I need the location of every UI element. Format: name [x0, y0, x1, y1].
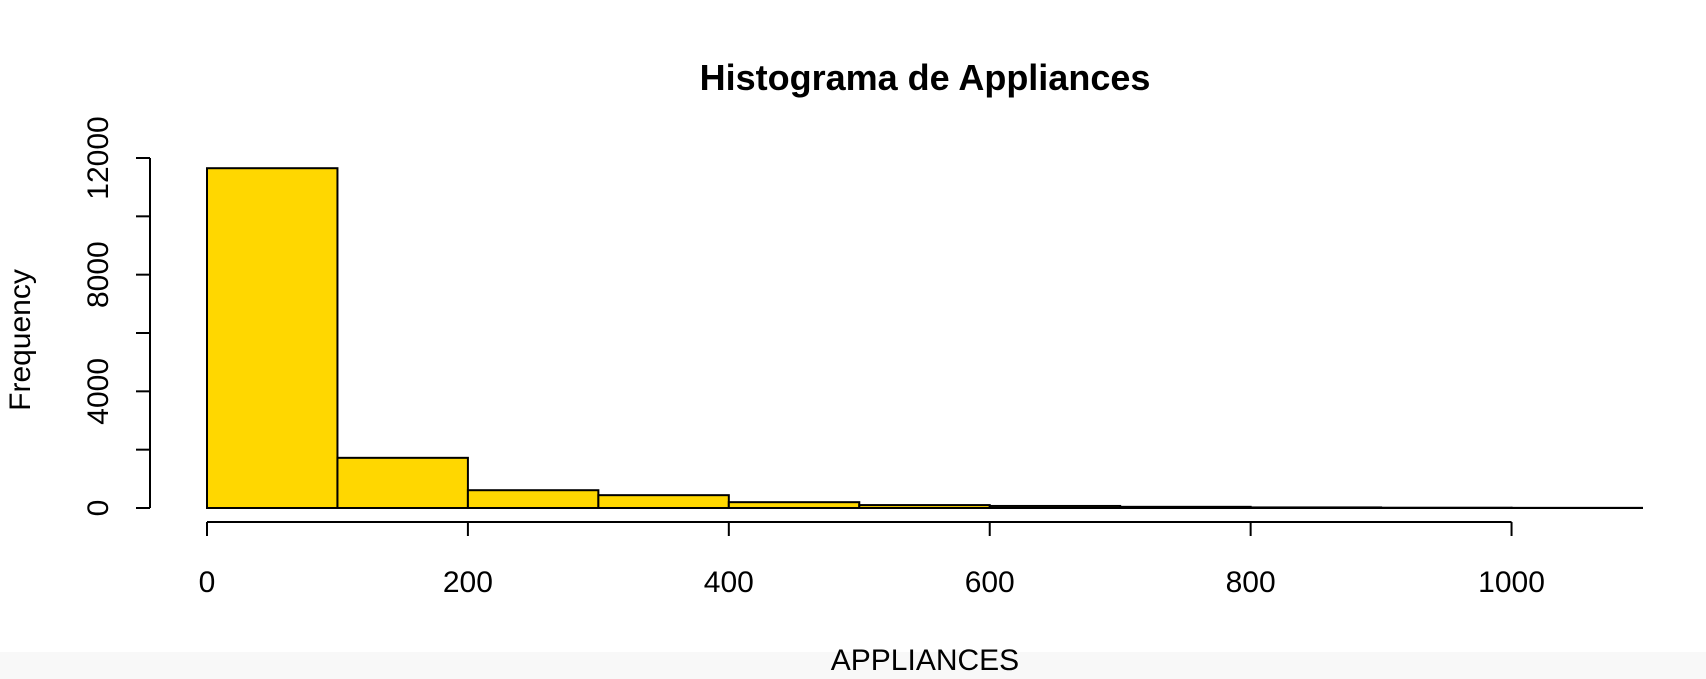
y-axis-label: Frequency	[4, 269, 37, 411]
bars-group	[206, 167, 1643, 510]
histogram-bar	[1119, 505, 1252, 510]
y-tick-label: 12000	[82, 116, 115, 199]
histogram-bar	[858, 504, 991, 510]
histogram-bar	[336, 456, 469, 510]
y-tick-label: 8000	[82, 241, 115, 308]
x-axis-label: APPLIANCES	[831, 644, 1019, 677]
y-axis: 0 4000 8000 12000	[82, 116, 151, 517]
histogram-bar	[597, 494, 730, 509]
y-tick-label: 0	[82, 500, 115, 517]
x-tick-label: 1000	[1478, 566, 1545, 599]
x-tick-label: 800	[1226, 566, 1276, 599]
x-tick-label: 400	[704, 566, 754, 599]
x-tick-label: 600	[965, 566, 1015, 599]
chart-title: Histograma de Appliances	[700, 57, 1151, 98]
y-tick-label: 4000	[82, 358, 115, 425]
x-axis: 0 200 400 600 800 1000	[199, 521, 1545, 599]
x-tick-label: 200	[443, 566, 493, 599]
histogram-bar	[1249, 506, 1383, 509]
x-tick-label: 0	[199, 566, 216, 599]
bottom-band	[0, 652, 1706, 679]
histogram-bar	[206, 167, 339, 509]
histogram-bar	[988, 504, 1122, 510]
histogram-bar	[466, 489, 600, 510]
histogram-bar	[727, 501, 861, 509]
